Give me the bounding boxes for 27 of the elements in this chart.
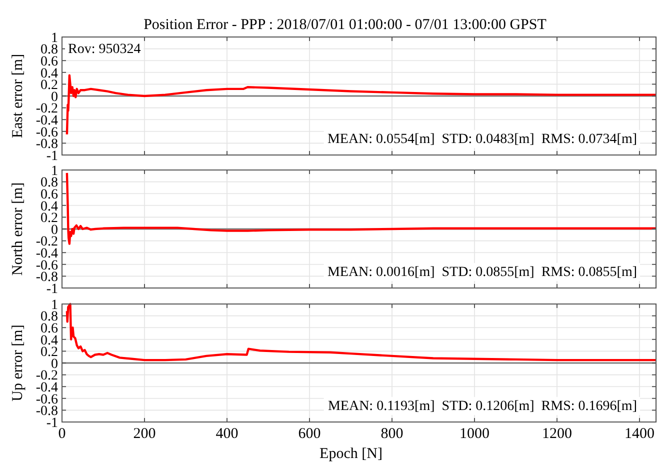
y-tick-label: -1 bbox=[46, 282, 58, 297]
y-tick-label: 0.6 bbox=[40, 322, 58, 336]
annotation: MEAN: 0.0016[m] STD: 0.0855[m] RMS: 0.0855[m] bbox=[327, 265, 637, 280]
y-axis-title: Up error [m] bbox=[10, 324, 26, 402]
chart-title: Position Error - PPP : 2018/07/01 01:00:00 - 07/01 13:00:00 GPST bbox=[144, 17, 546, 33]
y-axis-title: East error [m] bbox=[10, 54, 26, 138]
x-tick-label: 1000 bbox=[460, 426, 490, 442]
y-tick-label: -0.4 bbox=[36, 380, 58, 396]
y-tick-label: -0.4 bbox=[36, 246, 58, 262]
y-tick-label: -0.4 bbox=[36, 114, 58, 128]
annotation: Rov: 950324 bbox=[68, 42, 141, 57]
line-series bbox=[66, 302, 657, 362]
x-tick-label: 1400 bbox=[624, 426, 654, 442]
line-series bbox=[66, 172, 657, 245]
x-tick-label: 800 bbox=[380, 426, 404, 442]
annotation: MEAN: 0.1193[m] STD: 0.1206[m] RMS: 0.1696[m] bbox=[328, 399, 637, 414]
y-tick-label: -1 bbox=[46, 148, 58, 164]
y-tick-label: 0.6 bbox=[40, 54, 58, 70]
x-tick-label: 400 bbox=[216, 426, 238, 442]
y-axis-title: North error [m] bbox=[10, 182, 26, 276]
x-tick-label: 600 bbox=[298, 426, 321, 442]
y-tick-label: 0.6 bbox=[40, 188, 58, 202]
x-tick-label: 200 bbox=[133, 426, 156, 442]
annotation: MEAN: 0.0554[m] STD: 0.0483[m] RMS: 0.0734[m] bbox=[327, 132, 637, 147]
y-tick-label: -1 bbox=[46, 416, 58, 431]
x-axis-title: Epoch [N] bbox=[320, 446, 382, 462]
x-tick-label: 1200 bbox=[542, 426, 572, 442]
